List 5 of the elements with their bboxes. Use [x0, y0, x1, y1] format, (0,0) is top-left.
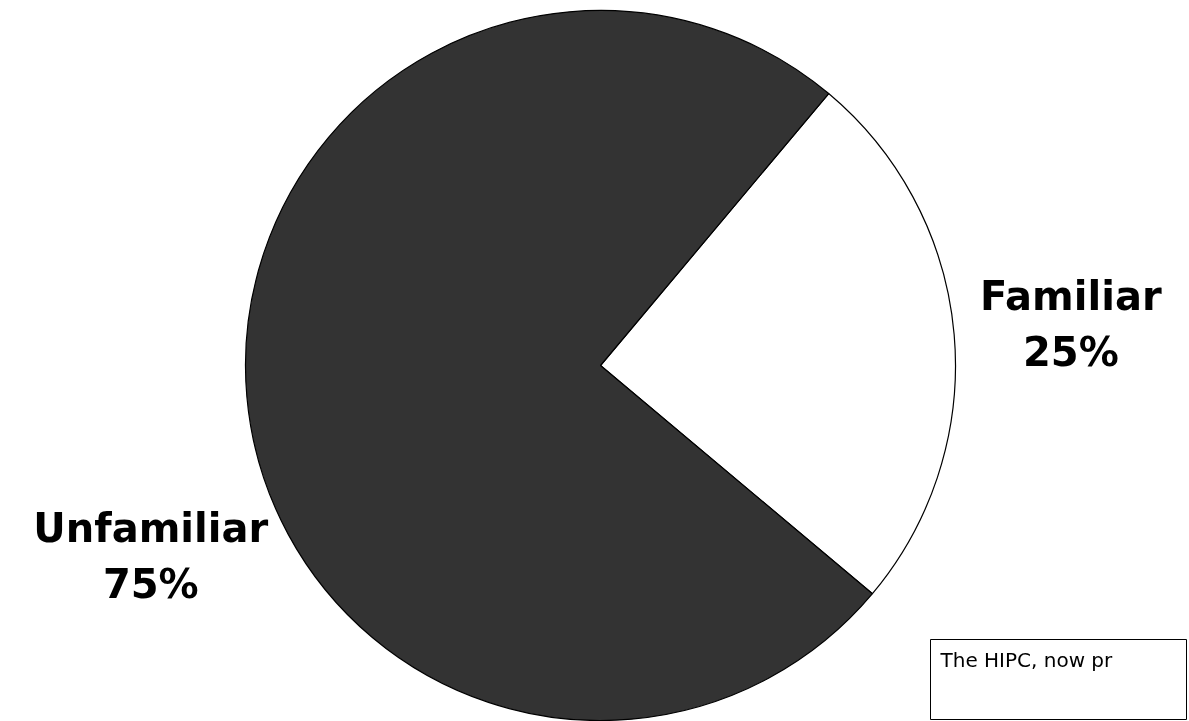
- data-label: 75%: [102, 560, 199, 607]
- data-label: 25%: [1022, 329, 1119, 376]
- text: The HIPC, now pr: [939, 647, 1114, 672]
- slice-label: Familiar: [980, 273, 1162, 320]
- slice-label: Unfamiliar: [33, 504, 269, 551]
